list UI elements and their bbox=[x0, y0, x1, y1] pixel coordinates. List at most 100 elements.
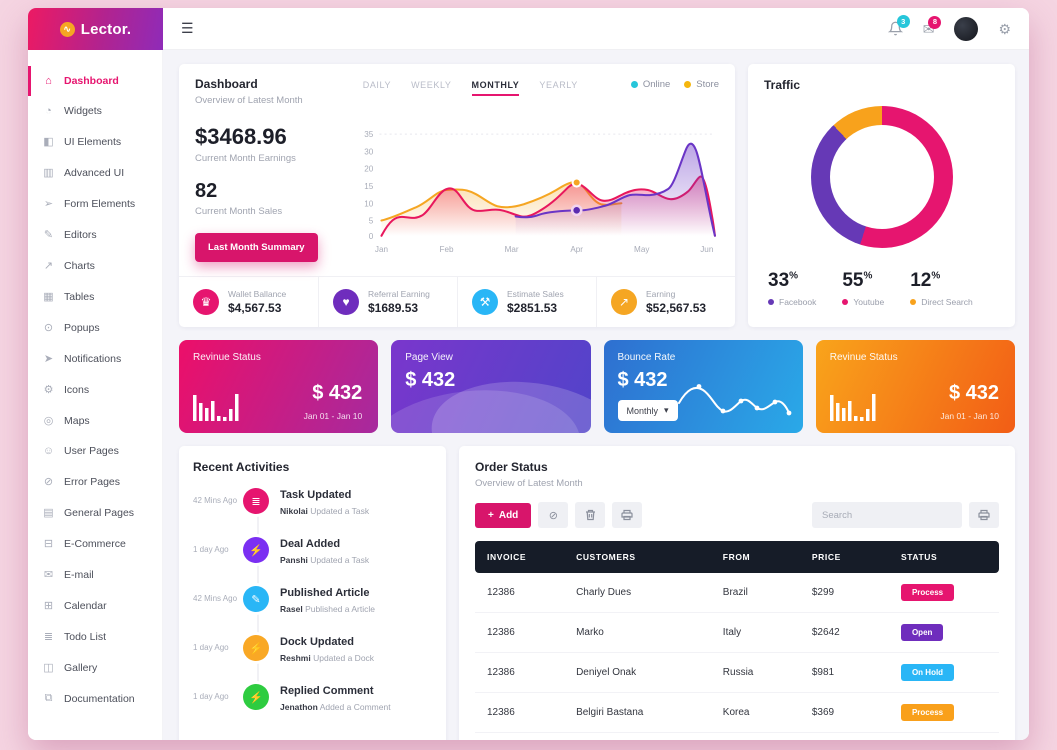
sidebar-item-widgets[interactable]: ◔ Widgets bbox=[28, 96, 162, 126]
legend-dot-store bbox=[684, 81, 692, 88]
table-row: 12386 Charly Dues Brazil $299 Process bbox=[475, 573, 999, 613]
svg-text:Feb: Feb bbox=[440, 245, 454, 254]
earnings-area-chart: 35 30 20 15 10 5 0 bbox=[353, 110, 719, 268]
sidebar-item-icons[interactable]: ⚙ Icons bbox=[43, 383, 90, 397]
pencil-icon: ✎ bbox=[243, 586, 269, 612]
table-row: 12386 Marko Italy $2642 Open bbox=[475, 612, 999, 653]
sidebar-item-documentation[interactable]: ⧉ Documentation bbox=[28, 683, 162, 714]
svg-text:Jan: Jan bbox=[375, 245, 388, 254]
notification-count-badge: 3 bbox=[896, 15, 910, 28]
sidebar-item-popups[interactable]: ⊙ Popups bbox=[43, 321, 100, 335]
bar-chart-icon bbox=[829, 394, 876, 421]
dashboard-overview-card: Dashboard Overview of Latest Month DAILY… bbox=[179, 64, 735, 327]
current-month-sales-value: 82 bbox=[195, 180, 218, 202]
lightning-icon: ⚡ bbox=[243, 537, 269, 563]
svg-text:10: 10 bbox=[364, 199, 374, 208]
hamburger-menu-icon[interactable]: ☰ bbox=[181, 20, 194, 36]
sidebar-item-ui-elements[interactable]: ◧ UI Elements bbox=[43, 135, 122, 149]
sidebar-item-ecommerce[interactable]: ⊟ E-Commerce bbox=[43, 537, 126, 551]
charts-icon: ↗ bbox=[43, 260, 54, 272]
tab-monthly[interactable]: MONTHLY bbox=[471, 80, 520, 96]
legend-dot-online bbox=[630, 81, 638, 88]
popups-magnifier-icon: ⊙ bbox=[43, 322, 54, 334]
page-view-card: Page View $ 432 bbox=[391, 340, 591, 433]
sidebar-item-advanced-ui[interactable]: ▥ Advanced UI bbox=[43, 166, 125, 180]
chart-up-icon: ↗ bbox=[611, 289, 637, 315]
stat-earning: ↗ Earning $52,567.53 bbox=[596, 277, 735, 327]
order-status-card: Order Status Overview of Latest Month + … bbox=[459, 446, 1015, 740]
search-input[interactable] bbox=[812, 502, 962, 528]
svg-text:5: 5 bbox=[369, 217, 374, 226]
activity-item: 1 day Ago ⚡ Dock Updated Reshmi Updated … bbox=[193, 635, 375, 663]
sidebar-item-email[interactable]: ✉ E-mail bbox=[43, 568, 94, 582]
settings-gear-icon[interactable]: ⚙ bbox=[998, 20, 1011, 37]
navbar-right: 3 ✉ 8 ⚙ bbox=[887, 15, 1011, 41]
logo[interactable]: ∿ Lector. bbox=[28, 8, 163, 50]
sidebar-item-todo-list[interactable]: ≣ Todo List bbox=[43, 630, 107, 644]
svg-text:35: 35 bbox=[364, 130, 374, 139]
sidebar-item-tables[interactable]: ▦ Tables bbox=[43, 290, 95, 304]
traffic-donut-chart bbox=[810, 106, 953, 248]
notifications-bell-icon[interactable]: 3 bbox=[887, 15, 910, 36]
delete-button[interactable] bbox=[575, 502, 606, 528]
stat-wallet-balance: ♛ Wallet Ballance $4,567.53 bbox=[179, 277, 318, 327]
status-badge: Process bbox=[900, 584, 955, 601]
status-badge: On Hold bbox=[900, 664, 955, 681]
sidebar-item-charts[interactable]: ↗ Charts bbox=[43, 259, 95, 273]
tab-daily[interactable]: DAILY bbox=[362, 80, 392, 90]
sidebar: ⌂ Dashboard ◔ Widgets ◧ UI Elements ▥ Advanc… bbox=[28, 50, 163, 740]
table-row: 12386 Deniyel Onak Russia $981 On Hold bbox=[475, 652, 999, 693]
sidebar-item-notifications[interactable]: ➤ Notifications bbox=[43, 352, 122, 366]
sidebar-item-general-pages[interactable]: ▤ General Pages bbox=[43, 506, 135, 520]
chart-marker-store bbox=[571, 177, 582, 188]
activity-item: 42 Mins Ago ✎ Published Article Rasel Pu… bbox=[193, 586, 375, 614]
direct-search-dot bbox=[910, 299, 917, 305]
svg-text:May: May bbox=[634, 245, 650, 254]
revenue-status-card-pink: Revinue Status $ 432 Jan 01 - Jan 10 bbox=[179, 340, 379, 433]
sidebar-item-gallery[interactable]: ◫ Gallery bbox=[43, 661, 98, 675]
print-button[interactable] bbox=[969, 502, 999, 528]
traffic-stat-youtube: 55% Youtube bbox=[842, 270, 885, 307]
last-month-summary-button[interactable]: Last Month Summary bbox=[195, 233, 318, 262]
printer-icon bbox=[978, 509, 990, 521]
sidebar-item-dashboard[interactable]: ⌂ Dashboard bbox=[28, 66, 162, 96]
plus-icon: + bbox=[488, 509, 494, 521]
sidebar-item-error-pages[interactable]: ⊘ Error Pages bbox=[43, 475, 121, 489]
messages-mail-icon[interactable]: ✉ 8 bbox=[923, 15, 942, 36]
table-row: 12386 Belgiri Bastana Korea $369 Process bbox=[475, 692, 999, 733]
svg-text:20: 20 bbox=[364, 165, 374, 174]
sidebar-item-user-pages[interactable]: ☺ User Pages bbox=[42, 445, 119, 457]
home-icon: ⌂ bbox=[45, 75, 52, 87]
form-elements-icon: ➢ bbox=[43, 198, 54, 210]
block-button[interactable]: ⊘ bbox=[538, 502, 569, 528]
chart-marker-trend bbox=[570, 204, 583, 217]
chevron-down-icon: ▾ bbox=[664, 405, 669, 415]
ecommerce-cart-icon: ⊟ bbox=[43, 538, 54, 550]
bounce-rate-card: Bounce Rate $ 432 Monthly ▾ bbox=[603, 340, 803, 433]
maps-pin-icon: ◎ bbox=[43, 415, 54, 427]
gallery-camera-icon: ◫ bbox=[43, 662, 54, 674]
sidebar-item-calendar[interactable]: ⊞ Calendar bbox=[43, 599, 107, 613]
tab-yearly[interactable]: YEARLY bbox=[539, 80, 578, 90]
todo-list-icon: ≣ bbox=[43, 631, 54, 643]
lightning-icon: ⚡ bbox=[243, 635, 269, 661]
sidebar-item-maps[interactable]: ◎ Maps bbox=[43, 414, 90, 428]
sidebar-item-editors[interactable]: ✎ Editors bbox=[43, 228, 97, 242]
general-pages-icon: ▤ bbox=[43, 507, 54, 519]
user-avatar[interactable] bbox=[954, 16, 979, 41]
status-badge: Process bbox=[900, 704, 955, 721]
svg-text:Jun: Jun bbox=[700, 245, 713, 254]
tab-weekly[interactable]: WEEKLY bbox=[411, 80, 452, 90]
add-button[interactable]: + Add bbox=[475, 502, 532, 528]
task-list-icon: ≣ bbox=[243, 488, 269, 514]
notifications-send-icon: ➤ bbox=[43, 353, 54, 365]
editors-pencil-icon: ✎ bbox=[43, 229, 54, 241]
activity-item: 1 day Ago ⚡ Replied Comment Jenathon Add… bbox=[193, 684, 391, 712]
crown-icon: ♛ bbox=[193, 289, 219, 315]
chart-legend: Online Store bbox=[630, 79, 719, 90]
navbar: ☰ 3 ✉ 8 ⚙ bbox=[163, 8, 1029, 50]
bounce-rate-period-dropdown[interactable]: Monthly ▾ bbox=[617, 400, 678, 421]
sidebar-item-form-elements[interactable]: ➢ Form Elements bbox=[43, 197, 136, 211]
print-button[interactable] bbox=[612, 502, 643, 528]
lightning-icon: ⚡ bbox=[243, 684, 269, 710]
